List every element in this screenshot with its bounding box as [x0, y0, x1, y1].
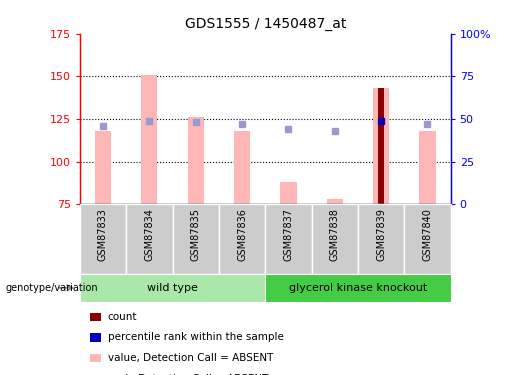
Text: rank, Detection Call = ABSENT: rank, Detection Call = ABSENT — [108, 374, 268, 375]
Bar — [373, 88, 389, 204]
Text: GSM87839: GSM87839 — [376, 208, 386, 261]
Text: GSM87840: GSM87840 — [422, 208, 433, 261]
Text: GSM87836: GSM87836 — [237, 208, 247, 261]
Text: GSM87838: GSM87838 — [330, 208, 340, 261]
Text: GSM87835: GSM87835 — [191, 208, 201, 261]
Bar — [80, 274, 265, 302]
Text: GSM87837: GSM87837 — [283, 208, 294, 261]
Bar — [234, 131, 250, 204]
Title: GDS1555 / 1450487_at: GDS1555 / 1450487_at — [184, 17, 346, 32]
Text: count: count — [108, 312, 137, 322]
Text: value, Detection Call = ABSENT: value, Detection Call = ABSENT — [108, 353, 273, 363]
Bar — [219, 204, 265, 274]
Text: GSM87833: GSM87833 — [98, 208, 108, 261]
Text: percentile rank within the sample: percentile rank within the sample — [108, 333, 284, 342]
Bar — [327, 199, 343, 204]
Bar — [141, 75, 158, 204]
Bar — [265, 274, 451, 302]
Text: wild type: wild type — [147, 283, 198, 293]
Bar — [312, 204, 358, 274]
Text: glycerol kinase knockout: glycerol kinase knockout — [289, 283, 427, 293]
Bar — [126, 204, 173, 274]
Bar — [379, 88, 384, 204]
Bar — [173, 204, 219, 274]
Bar — [419, 131, 436, 204]
Text: GSM87834: GSM87834 — [144, 208, 154, 261]
Text: genotype/variation: genotype/variation — [5, 283, 98, 293]
Bar — [265, 204, 312, 274]
Bar — [404, 204, 451, 274]
Bar — [280, 182, 297, 204]
Bar — [358, 204, 404, 274]
Bar — [80, 204, 126, 274]
Bar — [187, 117, 204, 204]
Bar — [95, 131, 111, 204]
